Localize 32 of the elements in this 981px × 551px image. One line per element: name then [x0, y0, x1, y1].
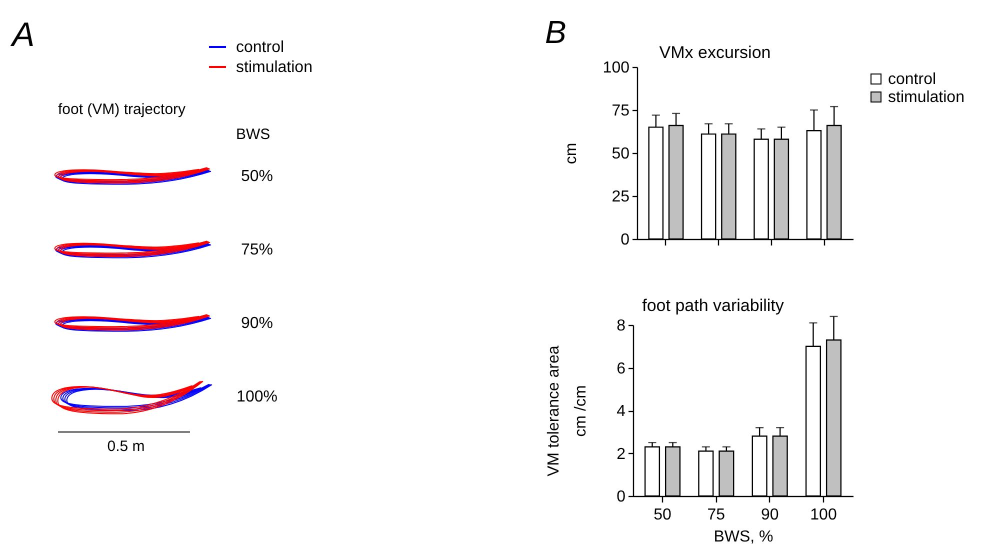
y-tick-label: 6: [616, 360, 626, 378]
y-tick-label: 75: [612, 102, 630, 120]
text: BWS: [236, 126, 270, 143]
y-tick-label: 8: [616, 318, 626, 334]
y-tick-label: 25: [612, 188, 630, 206]
category-label: 100%: [236, 388, 278, 406]
x-tick-label: 100: [810, 506, 837, 524]
legend-label: control: [236, 39, 284, 56]
x-tick-label: 50: [654, 506, 672, 524]
y-tick-label: 50: [612, 146, 630, 162]
y-axis-title: cm: [562, 142, 580, 164]
chart-title: foot path variability: [642, 296, 784, 315]
text: A: [10, 16, 35, 54]
category-label: 90%: [240, 315, 274, 332]
x-tick-label: 75: [707, 506, 726, 524]
legend-label: stimulation: [888, 89, 964, 106]
category-label: 50%: [240, 168, 274, 185]
category-label: 75%: [240, 242, 274, 258]
x-axis-title: BWS, %: [714, 528, 774, 546]
x-tick-label: 90: [760, 506, 779, 524]
text: foot (VM) trajectory: [58, 101, 186, 118]
y-tick-label: 0: [620, 232, 630, 248]
y-tick-label: 100: [602, 60, 630, 76]
y-tick-label: 4: [616, 403, 626, 420]
text: B: [545, 14, 566, 50]
y-axis-title: VM tolerance area cm /cm: [546, 346, 590, 476]
legend-label: stimulation: [236, 59, 312, 76]
y-tick-label: 2: [616, 446, 626, 463]
text: 0.5 m: [107, 438, 145, 455]
chart-title: VMx excursion: [659, 43, 771, 62]
legend-label: control: [888, 71, 936, 88]
y-tick-label: 0: [616, 488, 626, 506]
